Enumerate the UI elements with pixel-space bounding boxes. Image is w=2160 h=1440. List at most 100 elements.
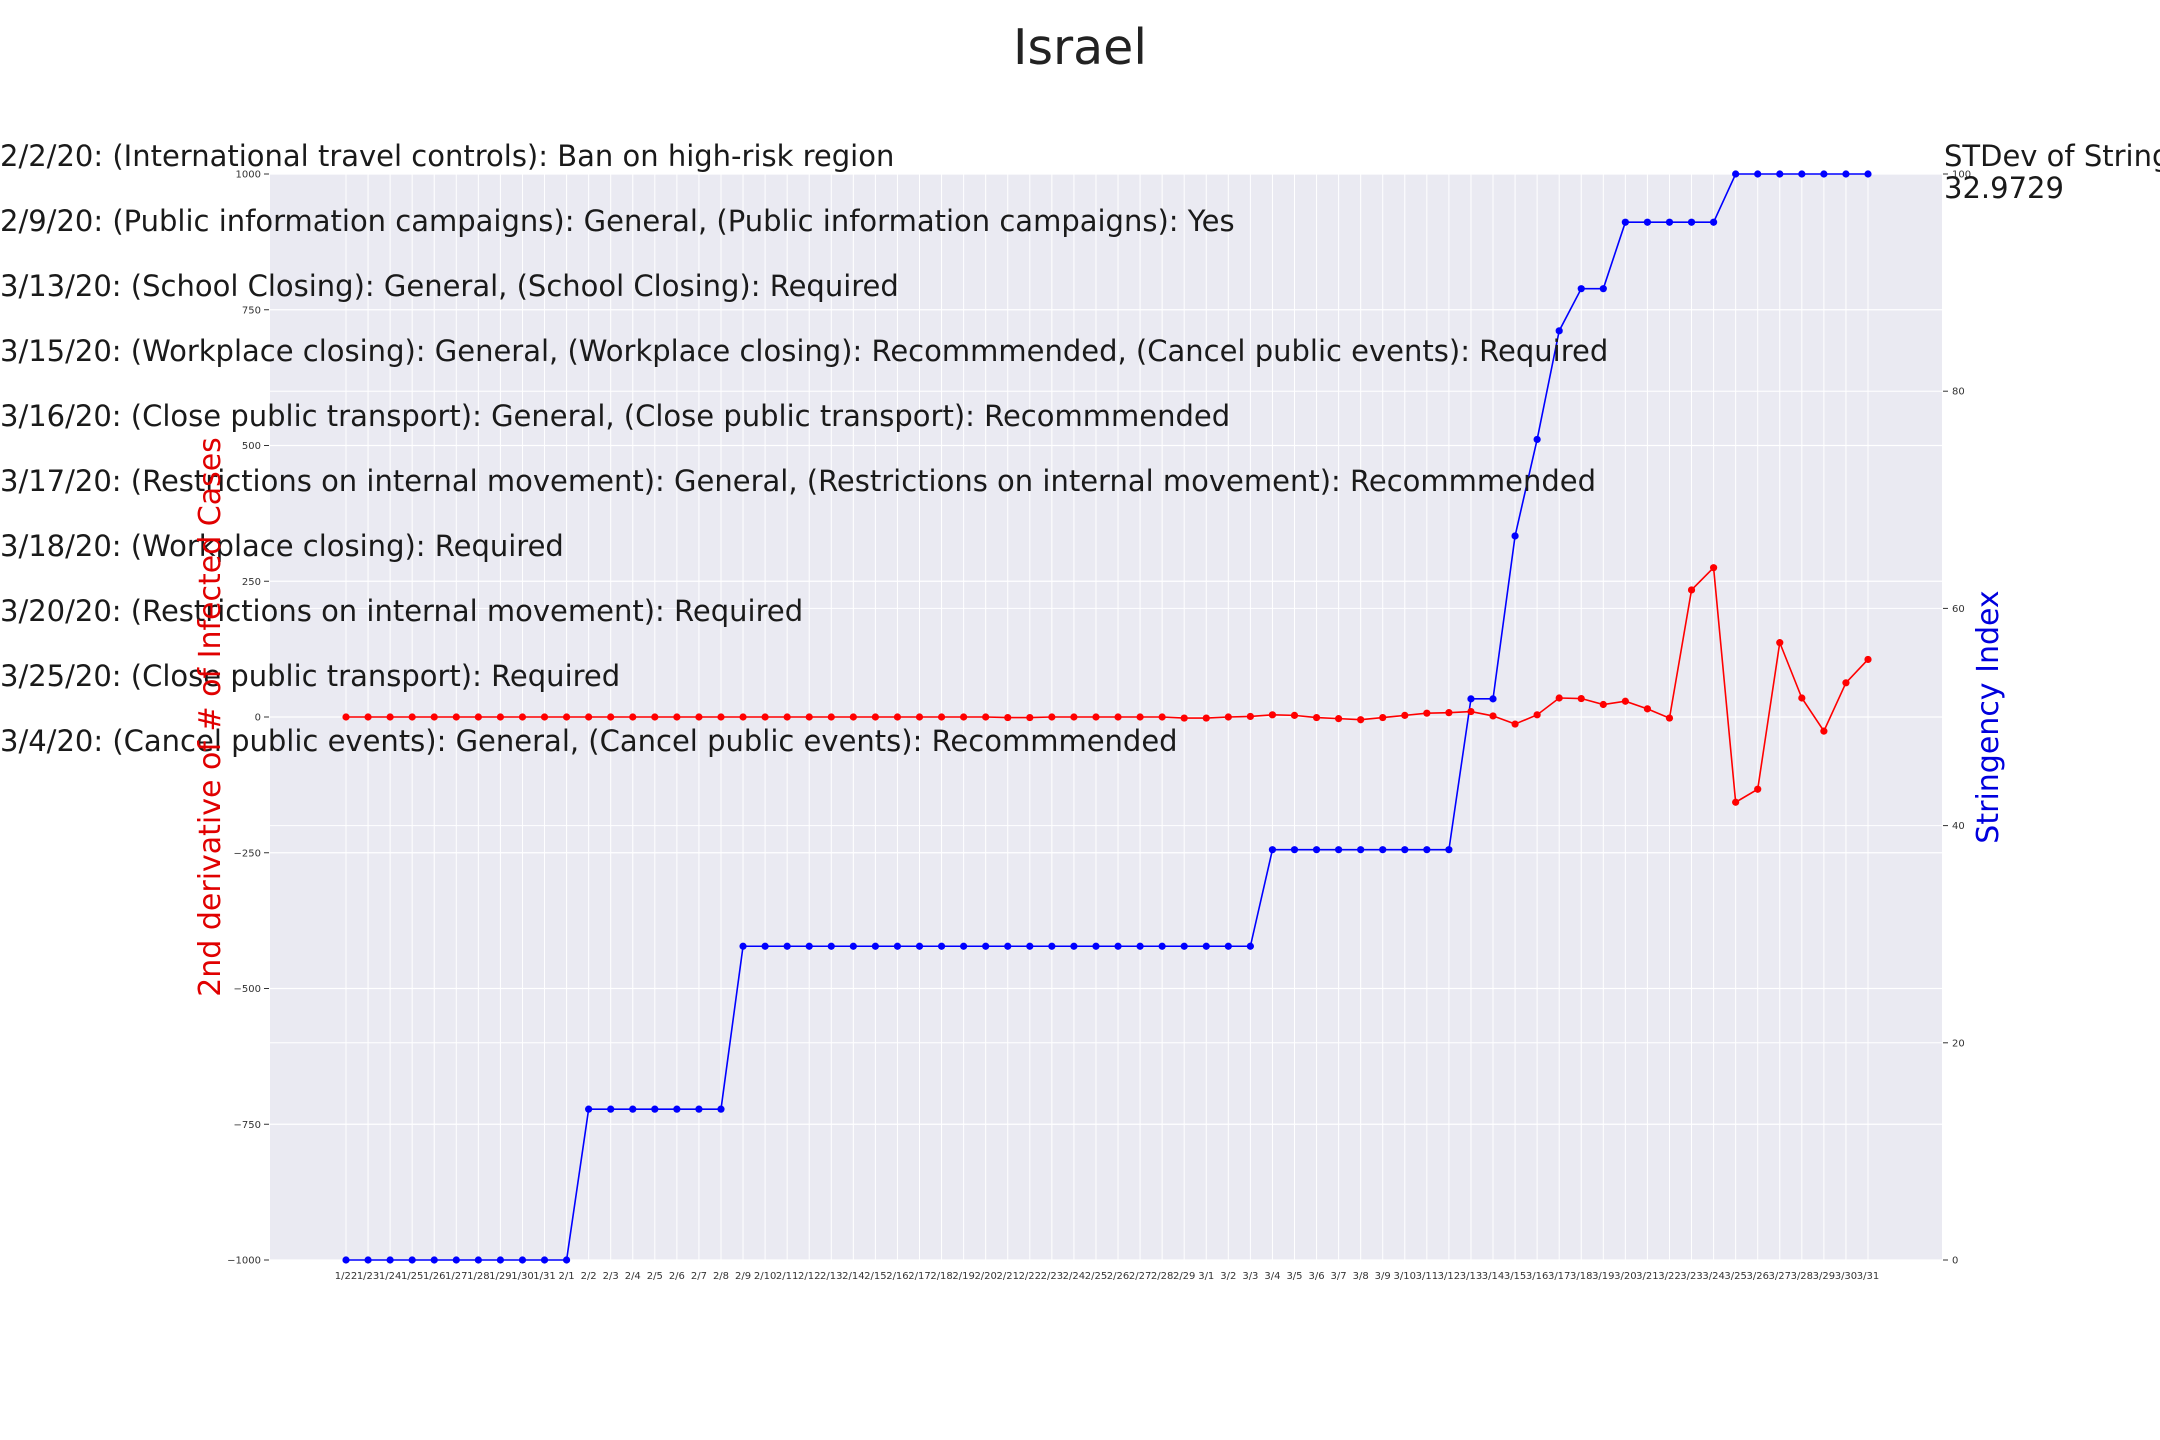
data-point	[1026, 942, 1034, 950]
policy-annotation: 3/20/20: (Restrictions on internal movem…	[0, 594, 803, 628]
data-point	[1709, 218, 1718, 226]
data-point	[849, 942, 857, 950]
x-tick-label: 2/11	[776, 1271, 798, 1282]
data-point	[915, 942, 924, 950]
data-point	[474, 1256, 482, 1264]
data-point	[496, 1256, 505, 1264]
x-tick-label: 3/29	[1813, 1271, 1835, 1282]
data-point	[783, 713, 791, 721]
x-tick-label: 3/25	[1724, 1271, 1746, 1282]
annotations: 2/2/20: (International travel controls):…	[0, 139, 1608, 758]
x-tick-label: 3/21	[1636, 1271, 1658, 1282]
right-tick-label: 100	[1952, 170, 1971, 181]
right-tick-label: 80	[1952, 387, 1965, 398]
data-point	[585, 1105, 593, 1113]
x-tick-label: 2/24	[1063, 1271, 1085, 1282]
data-point	[761, 713, 769, 721]
data-point	[1070, 713, 1078, 721]
data-point	[937, 942, 946, 950]
data-point	[739, 942, 747, 950]
data-point	[1335, 715, 1343, 723]
x-tick-label: 3/26	[1746, 1271, 1768, 1282]
data-point	[1489, 695, 1497, 703]
x-tick-label: 1/30	[511, 1271, 533, 1282]
series-line	[346, 173, 1868, 1261]
left-tick-label: −500	[234, 984, 261, 995]
x-tick-label: 2/20	[974, 1271, 996, 1282]
policy-annotation: 3/25/20: (Close public transport): Requi…	[0, 659, 620, 693]
x-tick-label: 2/2	[581, 1271, 597, 1282]
data-point	[1379, 846, 1387, 854]
policy-annotation: 3/16/20: (Close public transport): Gener…	[0, 399, 1230, 433]
data-point	[761, 942, 769, 950]
data-point	[540, 1256, 549, 1264]
data-point	[1577, 285, 1585, 293]
data-point	[1224, 942, 1232, 950]
x-tick-label: 2/27	[1129, 1271, 1151, 1282]
data-point	[1335, 846, 1343, 854]
data-point	[1621, 697, 1629, 705]
x-tick-label: 1/23	[357, 1271, 379, 1282]
x-tick-label: 3/5	[1286, 1271, 1302, 1282]
data-point	[1158, 713, 1166, 721]
x-tick-label: 1/22	[335, 1271, 357, 1282]
data-point	[1489, 712, 1497, 720]
data-point	[1665, 218, 1674, 226]
data-point	[496, 713, 505, 721]
data-point	[673, 713, 681, 721]
data-point	[1621, 218, 1629, 226]
x-tick-label: 2/9	[735, 1271, 751, 1282]
right-tick-label: 40	[1952, 821, 1965, 832]
policy-annotation: 3/15/20: (Workplace closing): General, (…	[0, 334, 1608, 368]
data-point	[849, 713, 857, 721]
data-point	[585, 713, 593, 721]
data-point	[452, 1256, 460, 1264]
x-tick-label: 2/15	[864, 1271, 886, 1282]
data-point	[1290, 711, 1299, 719]
data-point	[430, 1256, 438, 1264]
data-point	[673, 1105, 681, 1113]
data-point	[386, 1256, 394, 1264]
left-tick-label: −750	[234, 1120, 261, 1131]
x-tick-label: 3/17	[1548, 1271, 1570, 1282]
data-point	[1246, 942, 1254, 950]
x-tick-label: 2/29	[1173, 1271, 1195, 1282]
x-tick-label: 3/2	[1220, 1271, 1236, 1282]
data-point	[1467, 707, 1475, 716]
x-tick-label: 2/10	[754, 1271, 776, 1282]
x-tick-label: 3/31	[1857, 1271, 1879, 1282]
chart-title: Israel	[1013, 19, 1147, 76]
data-point	[1511, 720, 1519, 728]
data-point	[1379, 713, 1387, 722]
data-point	[1136, 942, 1144, 950]
right-tick-label: 0	[1952, 1256, 1958, 1267]
x-tick-label: 1/28	[467, 1271, 489, 1282]
data-point	[1687, 218, 1696, 226]
x-tick-label: 1/27	[445, 1271, 467, 1282]
x-tick-label: 3/27	[1769, 1271, 1791, 1282]
data-point	[1776, 639, 1784, 647]
x-tick-label: 2/13	[820, 1271, 842, 1282]
data-point	[1754, 170, 1762, 178]
x-tick-label: 2/4	[625, 1271, 641, 1282]
x-tick-label: 2/19	[952, 1271, 974, 1282]
left-tick-label: 750	[242, 305, 261, 316]
data-point	[651, 1105, 659, 1113]
x-tick-label: 3/10	[1394, 1271, 1416, 1282]
policy-annotation: 3/18/20: (Workplace closing): Required	[0, 529, 564, 563]
data-point	[1842, 170, 1850, 178]
data-point	[1445, 709, 1453, 717]
data-point	[1114, 713, 1122, 721]
x-tick-label: 3/13	[1460, 1271, 1482, 1282]
x-tick-label: 3/4	[1264, 1271, 1280, 1282]
data-point	[915, 713, 924, 721]
data-point	[651, 713, 659, 721]
right-axis-ticks: 100 80 60 40 20 0	[1943, 170, 1971, 1267]
x-tick-label: 2/21	[997, 1271, 1019, 1282]
data-point	[518, 1256, 527, 1264]
data-point	[474, 713, 482, 721]
x-tick-label: 2/26	[1107, 1271, 1129, 1282]
x-tick-label: 3/9	[1375, 1271, 1391, 1282]
data-point	[1004, 942, 1012, 950]
